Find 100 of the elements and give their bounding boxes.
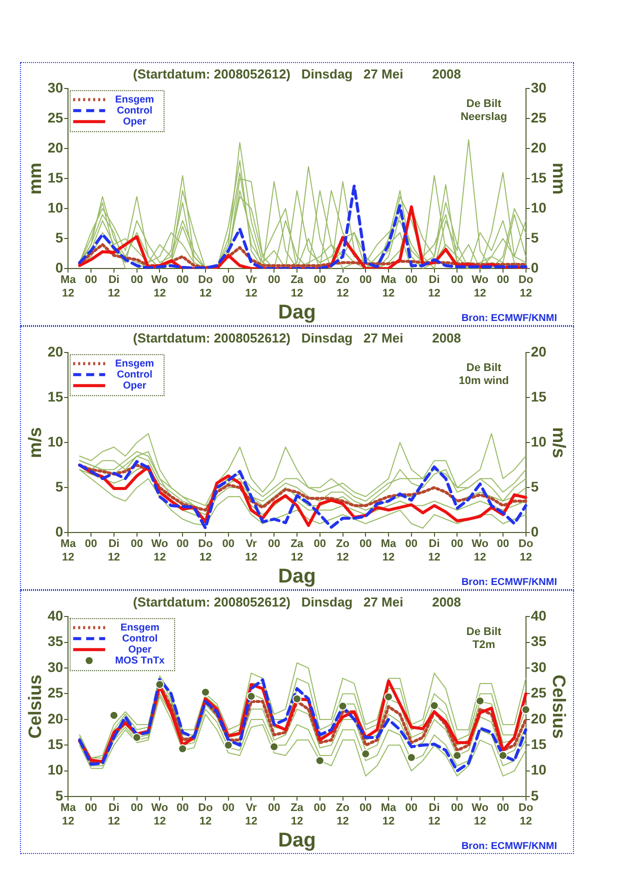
x-tick-label: 00 [84, 274, 98, 286]
x-tick-label: Vr 12 [245, 802, 258, 828]
x-tick-label: Di 12 [108, 802, 120, 828]
x-axis-title: Dag [278, 566, 316, 588]
x-tick-label: Wo 12 [472, 802, 489, 828]
y-axis-title: Celsius [24, 674, 45, 739]
text: Bron: ECMWF/KNMI [461, 576, 558, 588]
x-tick-label: Di 12 [428, 802, 440, 828]
x-tick-label: 00 [451, 802, 464, 814]
annotation: De Bilt Neerslag [460, 98, 508, 124]
x-tick-label: Za 12 [290, 538, 304, 564]
y-tick-label: 20 [48, 139, 64, 156]
x-axis-title: Dag [278, 830, 316, 852]
x-tick-label: 00 [222, 274, 234, 286]
x-tick-label: Wo 12 [472, 274, 489, 300]
x-tick-label: 00 [314, 274, 326, 286]
y2-tick-label: 30 [530, 658, 547, 675]
y2-tick-label: 10 [530, 762, 547, 778]
x-tick-label: Wo 12 [151, 274, 168, 300]
y-tick-label: 30 [48, 79, 64, 96]
legend-label: Ensgem [115, 94, 154, 106]
x-tick-label: Ma 12 [60, 802, 77, 828]
x-tick-label: Do 12 [518, 538, 534, 564]
x-tick-label: 00 [451, 538, 464, 550]
legend-label: Oper [128, 644, 152, 656]
y-tick-label: 10 [48, 762, 64, 778]
x-tick-label: 00 [405, 538, 418, 550]
x-tick-label: 00 [222, 538, 234, 550]
legend-label: Control [122, 633, 158, 644]
y-tick-label: 0 [55, 523, 64, 540]
x-tick-label: 00 [496, 274, 510, 286]
y2-tick-label: 30 [530, 79, 547, 96]
x-tick-label: Do 12 [198, 274, 214, 300]
x-tick-label: Ma 12 [60, 538, 77, 564]
x-tick-label: 00 [176, 802, 189, 814]
y2-tick-label: 0 [530, 523, 539, 540]
x-tick-label: Za 12 [290, 274, 304, 300]
x-tick-label: Vr 12 [245, 274, 258, 300]
x-tick-label: Vr 12 [245, 538, 258, 564]
x-tick-label: Ma 12 [60, 274, 77, 300]
y-tick-label: 15 [48, 388, 64, 404]
x-tick-label: Do 12 [198, 538, 214, 564]
x-tick-label: 00 [314, 802, 326, 814]
y2-tick-label: 10 [530, 199, 547, 216]
x-tick-label: 00 [405, 274, 418, 286]
y2-axis-title: m/s [549, 427, 570, 458]
x-tick-label: 00 [360, 274, 372, 286]
x-tick-label: Ma 12 [380, 274, 398, 300]
legend-label: Oper [122, 380, 146, 392]
x-tick-label: Wo 12 [151, 538, 168, 564]
y-tick-label: 10 [48, 433, 64, 450]
y-axis-title: m/s [24, 427, 45, 458]
legend-label: Oper [122, 116, 146, 128]
y2-tick-label: 10 [530, 433, 547, 450]
chart-title: (Startdatum: 2008052612) Dinsdag 27 Mei 2008 [132, 594, 462, 610]
x-tick-label: Di 12 [428, 538, 440, 564]
y-tick-label: 25 [48, 684, 64, 701]
y2-tick-label: 20 [530, 710, 547, 726]
y2-tick-label: 15 [530, 388, 547, 404]
x-tick-label: 00 [130, 802, 143, 814]
x-tick-label: 00 [451, 274, 464, 286]
x-tick-label: 00 [496, 538, 510, 550]
y2-tick-label: 5 [530, 787, 539, 804]
y-tick-label: 20 [48, 343, 64, 360]
text: Bron: ECMWF/KNMI [461, 312, 558, 324]
y2-tick-label: 5 [530, 478, 539, 494]
x-tick-label: Zo 12 [336, 802, 350, 828]
x-tick-label: Do 12 [518, 274, 534, 300]
x-tick-label: 00 [268, 538, 280, 550]
y-tick-label: 15 [48, 736, 64, 752]
x-tick-label: Zo 12 [336, 274, 350, 300]
x-tick-label: 00 [84, 538, 98, 550]
x-tick-label: 00 [405, 802, 418, 814]
x-tick-label: Zo 12 [336, 538, 350, 564]
y2-tick-label: 0 [530, 259, 539, 276]
y2-tick-label: 5 [530, 229, 539, 246]
x-tick-label: 00 [268, 274, 280, 286]
x-tick-label: Di 12 [428, 274, 440, 300]
annotation: De Bilt 10m wind [458, 362, 509, 388]
x-tick-label: Ma 12 [380, 802, 398, 828]
x-tick-label: Wo 12 [472, 538, 489, 564]
y-tick-label: 0 [55, 259, 64, 276]
x-tick-label: 00 [496, 802, 510, 814]
x-tick-label: Di 12 [108, 274, 120, 300]
x-tick-label: 00 [176, 274, 189, 286]
y-tick-label: 20 [48, 710, 64, 726]
y-tick-label: 25 [48, 109, 64, 126]
x-tick-label: Do 12 [198, 802, 214, 828]
x-tick-label: 00 [360, 802, 372, 814]
x-tick-label: 00 [268, 802, 280, 814]
chart-title: (Startdatum: 2008052612) Dinsdag 27 Mei 2008 [132, 66, 462, 82]
y2-tick-label: 25 [530, 684, 547, 701]
y2-tick-label: 20 [530, 139, 547, 156]
x-tick-label: 00 [360, 538, 372, 550]
x-axis-title: Dag [278, 302, 316, 324]
y-tick-label: 10 [48, 199, 64, 216]
x-tick-label: Wo 12 [151, 802, 168, 828]
x-tick-label: 00 [130, 538, 143, 550]
legend-label: Ensgem [115, 358, 154, 370]
x-tick-label: 00 [176, 538, 189, 550]
